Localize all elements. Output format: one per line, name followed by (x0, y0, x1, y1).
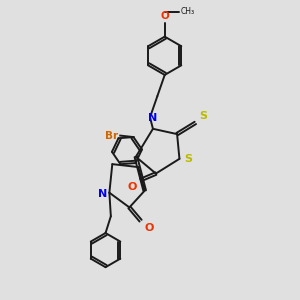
Text: S: S (185, 154, 193, 164)
Text: N: N (98, 189, 107, 199)
Text: CH₃: CH₃ (181, 7, 195, 16)
Text: O: O (144, 223, 154, 233)
Text: O: O (128, 182, 137, 192)
Text: N: N (148, 113, 158, 124)
Text: O: O (160, 11, 169, 21)
Text: Br: Br (105, 130, 118, 141)
Text: S: S (199, 111, 207, 122)
